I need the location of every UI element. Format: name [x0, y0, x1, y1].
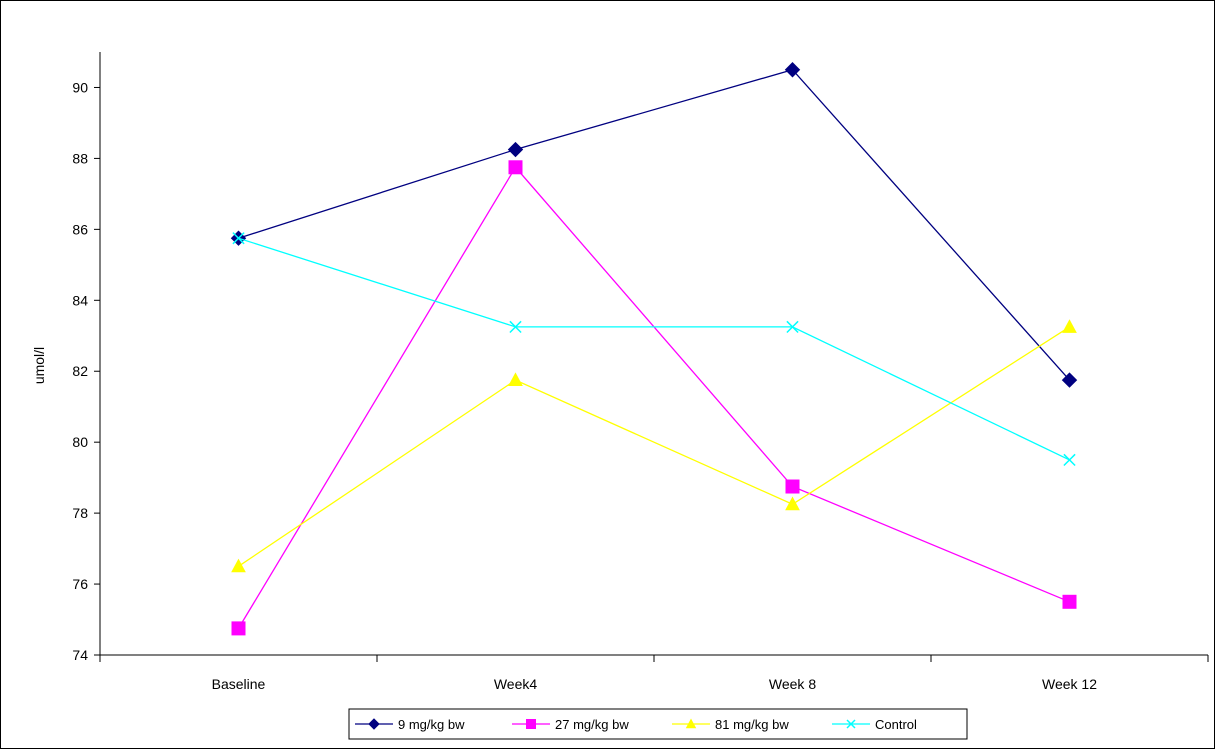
series-1: [230, 62, 1078, 388]
data-point: [508, 372, 523, 387]
data-point: [1062, 319, 1077, 333]
series-2: [231, 160, 1077, 636]
data-point: [785, 479, 800, 494]
y-tick-label: 78: [72, 505, 88, 521]
legend-item: 81 mg/kg bw: [672, 717, 789, 732]
data-point: [231, 621, 246, 636]
data-point: [785, 496, 800, 511]
x-tick-label: Week4: [494, 676, 538, 692]
legend-marker: [526, 719, 536, 729]
series-line: [238, 326, 1070, 567]
y-axis-title: umol/l: [31, 347, 47, 384]
series-layer: [230, 62, 1078, 636]
legend-label: 9 mg/kg bw: [398, 717, 465, 732]
data-point: [784, 62, 801, 78]
legend-label: 27 mg/kg bw: [555, 717, 629, 732]
legend-label: Control: [875, 717, 917, 732]
axes: 74 76 78 80 82 84 86 88 90 Baseline Week4 Week 8 Wee…: [31, 52, 1209, 692]
y-tick-label: 88: [72, 150, 88, 166]
legend: 9 mg/kg bw 27 mg/kg bw 81 mg/kg bw Control: [348, 708, 968, 740]
data-point: [507, 141, 524, 158]
series-3: [231, 319, 1077, 573]
series-4: [232, 232, 1076, 467]
legend-item: 9 mg/kg bw: [355, 717, 465, 732]
data-point: [232, 232, 245, 245]
series-line: [237, 166, 1070, 629]
x-tick-label: Week 12: [1042, 676, 1097, 692]
y-tick-label: 74: [72, 647, 88, 663]
data-point: [1062, 594, 1077, 609]
y-tick-label: 84: [72, 292, 88, 308]
legend-item: 27 mg/kg bw: [512, 717, 629, 732]
y-tick-label: 90: [72, 79, 88, 95]
legend-marker: [846, 719, 856, 729]
y-tick-label: 82: [72, 363, 88, 379]
legend-item: Control: [832, 717, 917, 732]
data-point: [1061, 372, 1078, 388]
x-tick-label: Week 8: [769, 676, 816, 692]
y-tick-label: 80: [72, 434, 88, 450]
x-tick-label: Baseline: [212, 676, 266, 692]
data-point: [786, 320, 799, 334]
legend-marker: [368, 718, 380, 730]
data-point: [231, 558, 246, 573]
data-point: [509, 320, 522, 334]
series-line: [238, 68, 1070, 381]
data-point: [1063, 453, 1076, 467]
y-tick-label: 86: [72, 221, 88, 237]
legend-marker: [685, 718, 697, 729]
y-tick-label: 76: [72, 576, 88, 592]
legend-label: 81 mg/kg bw: [715, 717, 789, 732]
series-line: [238, 237, 1070, 461]
data-point: [508, 160, 523, 175]
